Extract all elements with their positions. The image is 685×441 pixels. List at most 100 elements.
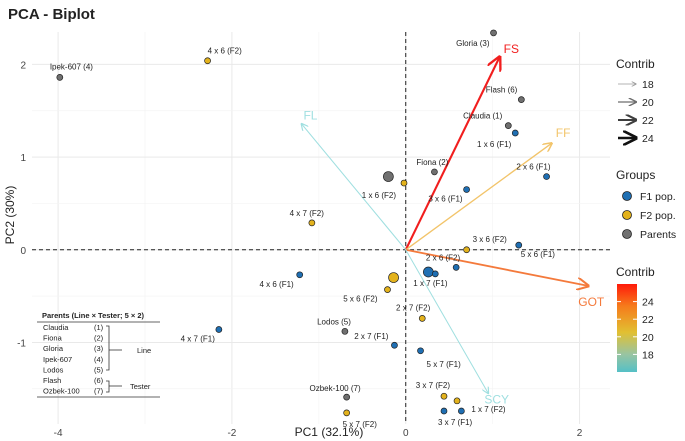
score-point [56, 74, 64, 81]
vector-arrow-scy [405, 249, 489, 394]
vector-label-ff: FF [556, 126, 571, 140]
parents-table: Parents (Line × Tester; 5 × 2) Claudia (1… [37, 311, 160, 398]
score-point [296, 271, 304, 279]
score-point [440, 392, 448, 400]
parents-row-name: Flash [43, 376, 61, 385]
chart-title: PCA - Biplot [8, 6, 95, 23]
point-label: 5 x 6 (F2) [343, 295, 378, 304]
plot-panel: Ipek-607 (4) 4 x 6 (F2) Gloria (3) Flash (6… [32, 29, 610, 429]
score-point [543, 173, 550, 180]
score-point [453, 397, 461, 405]
point-label: 2 x 6 (F2) [426, 253, 461, 262]
point-label: 5 x 6 (F1) [521, 250, 556, 259]
parents-table-rows: Claudia (1) Fiona (2) Gloria (3) Ipek-607 (4) Lo… [43, 323, 104, 396]
point-label: 3 x 7 (F1) [438, 418, 473, 427]
legend-contrib-value: 20 [642, 97, 654, 109]
score-point [431, 168, 438, 176]
score-point [384, 286, 391, 293]
score-point [417, 347, 424, 355]
legend-group-swatch [622, 191, 632, 201]
point-label: Claudia (1) [463, 112, 502, 121]
y-tick-label: 1 [20, 153, 26, 164]
point-label: Ipek-607 (4) [50, 62, 93, 71]
parents-row-number: (5) [94, 365, 104, 374]
zero-reference-lines [32, 32, 610, 424]
x-tick-label: 0 [403, 428, 409, 439]
legend-groups: Groups F1 pop. F2 pop. Parents [616, 168, 676, 241]
point-label: 1 x 6 (F1) [477, 140, 512, 149]
point-label: 2 x 6 (F1) [516, 163, 551, 172]
colorbar-tick-label: 20 [642, 332, 654, 344]
colorbar-gradient [617, 284, 637, 372]
point-label: 3 x 6 (F2) [473, 235, 508, 244]
score-points [56, 29, 550, 417]
legend-contrib-arrows: Contrib 18 20 22 24 [616, 57, 655, 145]
score-point [431, 270, 439, 278]
colorbar-tick-label: 18 [642, 349, 654, 361]
legend-colorbar-title: Contrib [616, 265, 655, 279]
point-label: Fiona (2) [416, 158, 448, 167]
parents-row-name: Fiona [43, 334, 63, 343]
parents-table-title: Parents (Line × Tester; 5 × 2) [42, 311, 144, 320]
parents-row-number: (4) [94, 355, 104, 364]
score-point [515, 241, 523, 249]
legend-groups-items: F1 pop. F2 pop. Parents [622, 191, 676, 241]
line-bracket [106, 325, 110, 371]
vector-label-fl: FL [303, 109, 317, 123]
score-point [418, 315, 426, 322]
parents-row-name: Claudia [43, 323, 69, 332]
legend-group-swatch [622, 229, 632, 239]
vector-arrow-fl [301, 124, 407, 251]
score-point [388, 272, 399, 283]
score-point [511, 129, 519, 137]
legend-contrib-value: 18 [642, 79, 654, 91]
vector-label-scy: SCY [484, 392, 509, 406]
x-tick-label: -4 [54, 428, 63, 439]
score-point [452, 264, 460, 271]
x-tick-label: -2 [227, 428, 236, 439]
point-label: 3 x 6 (F1) [428, 195, 463, 204]
legend-contrib-value: 22 [642, 115, 654, 127]
score-point [504, 122, 512, 129]
y-tick-label: 0 [20, 246, 26, 257]
colorbar-tick-label: 24 [642, 297, 654, 309]
point-label: 4 x 6 (F2) [208, 47, 243, 56]
score-point [422, 266, 434, 278]
score-point [463, 246, 470, 254]
tester-group-label: Tester [130, 382, 151, 391]
score-point [215, 326, 223, 333]
point-label: 2 x 7 (F1) [354, 332, 389, 341]
score-point [343, 409, 350, 417]
x-axis-label: PC1 (32.1%) [295, 425, 364, 439]
vector-labels: FS FF GOT FL SCY [303, 42, 604, 406]
point-label: 1 x 7 (F1) [413, 279, 448, 288]
point-label: 3 x 7 (F2) [416, 381, 451, 390]
parents-row-name: Lodos [43, 365, 64, 374]
point-label: 4 x 6 (F1) [259, 280, 294, 289]
score-point [490, 29, 497, 37]
legend-group-label: Parents [640, 229, 676, 241]
score-point [458, 407, 465, 415]
parents-row-number: (1) [94, 323, 104, 332]
point-label: 5 x 7 (F1) [427, 360, 462, 369]
point-label: 1 x 7 (F2) [471, 405, 506, 414]
point-label: 5 x 7 (F2) [343, 420, 378, 429]
tester-bracket [106, 380, 110, 393]
score-point [204, 57, 211, 65]
axis-tick-labels: -4 -2 0 2 -1 0 1 2 [17, 60, 583, 439]
vector-arrow-fs [404, 57, 500, 251]
legend-group-label: F2 pop. [640, 210, 676, 222]
point-label: Lodos (5) [317, 317, 351, 326]
legend-groups-title: Groups [616, 168, 655, 182]
score-point [343, 393, 350, 401]
parents-row-number: (2) [94, 334, 104, 343]
score-point [463, 186, 470, 193]
vector-arrow-ff [405, 143, 552, 251]
point-label: Ozbek-100 (7) [309, 384, 360, 393]
score-point [383, 171, 394, 182]
parents-row-name: Ozbek-100 [43, 387, 80, 396]
point-label: Flash (6) [486, 86, 518, 95]
x-tick-label: 2 [577, 428, 583, 439]
legend-contrib-value: 24 [642, 133, 654, 145]
